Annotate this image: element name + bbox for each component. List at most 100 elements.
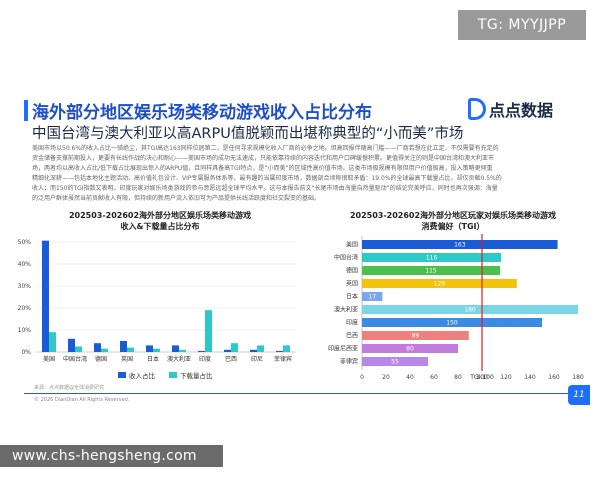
bar-revenue <box>250 349 257 352</box>
title-accent-bar <box>24 100 28 121</box>
x-tick-label: 160 <box>548 374 560 381</box>
data-label: 180 <box>464 307 476 314</box>
body-line: 收入；而150的TGI指数又表明，印度玩家对娱乐场类游戏的参与意愿远超全球平均水… <box>32 185 498 192</box>
y-tick-label: 美国 <box>346 241 358 249</box>
y-tick-label: 日本 <box>346 293 358 301</box>
y-tick-label: 菲律宾 <box>340 358 358 366</box>
footer-divider <box>24 393 580 394</box>
x-tick-label: 80 <box>454 374 462 381</box>
bar-downloads <box>205 310 212 352</box>
brand-logo: 点点数据 <box>468 96 553 122</box>
x-tick-label: 140 <box>524 374 536 381</box>
right-chart-title: 202503-202602海外部分地区玩家对娱乐场类移动游戏 消费偏好（TGI） <box>322 210 584 232</box>
x-tick-label: 印度 <box>199 355 211 363</box>
x-tick-label: 澳大利亚 <box>167 355 191 363</box>
data-label: 89 <box>412 333 420 340</box>
bar-revenue <box>94 343 101 352</box>
x-tick-label: 印尼 <box>251 356 263 363</box>
bar-downloads <box>283 345 290 352</box>
tgi-bar <box>362 331 469 340</box>
y-tick-label: 印度尼西亚 <box>328 345 358 353</box>
left-chart-title-line: 202503-202602海外部分地区娱乐场类移动游戏 <box>68 211 252 220</box>
data-label: 116 <box>426 255 438 262</box>
tgi-bar <box>362 357 428 366</box>
legend-label-downloads: 下载量占比 <box>180 372 213 380</box>
right-chart-title-line: 消费偏好（TGI） <box>421 222 485 231</box>
body-line: 资金储备支撑前期投入，更要有长线作战的决心和耐心——美国市场的成功无法速成，只能… <box>32 155 495 162</box>
x-tick-label: 40 <box>406 374 414 381</box>
body-line: 精细化深耕——包括本地化主题活动、高价值礼包设计、VIP专属服务体系等。最有趣的… <box>32 175 502 182</box>
tgi-bar <box>362 240 558 249</box>
tgi-bar <box>362 292 383 301</box>
x-tick-label: 120 <box>500 374 512 381</box>
x-tick-label: 菲律宾 <box>274 355 292 363</box>
y-tick-label: 50% <box>18 239 32 246</box>
right-chart-title-line: 202503-202602海外部分地区玩家对娱乐场类移动游戏 <box>349 211 557 220</box>
legend-swatch-downloads <box>169 372 177 378</box>
bar-revenue <box>198 350 205 352</box>
tgi-bar <box>362 253 502 262</box>
bar-revenue <box>146 345 153 352</box>
y-tick-label: 德国 <box>346 267 358 275</box>
reference-label: TGI:100 <box>469 374 494 381</box>
y-tick-label: 10% <box>18 327 32 334</box>
data-label: 55 <box>391 359 399 366</box>
tgi-bar <box>362 318 542 327</box>
bar-revenue <box>42 240 49 352</box>
body-line: 的泛用户群体虽然当前贡献收入有限，但持续的新用户流入依旧可为产品提供长线活跃度和… <box>32 195 321 202</box>
x-tick-label: 60 <box>430 374 438 381</box>
y-tick-label: 澳大利亚 <box>334 306 358 314</box>
page-subtitle: 中国台湾与澳大利亚以高ARPU值脱颖而出堪称典型的“小而美”市场 <box>32 126 464 142</box>
x-tick-label: 中国台湾 <box>63 355 87 363</box>
data-label: 115 <box>425 268 437 275</box>
watermark-url: www.chs-hengsheng.com <box>0 445 223 467</box>
y-tick-label: 印度 <box>346 319 358 327</box>
bar-downloads <box>257 345 264 352</box>
y-tick-label: 巴西 <box>346 333 358 340</box>
left-chart-title-line: 收入&下载量占比分布 <box>120 222 200 231</box>
source-note: 来源：点点数据@全球消费研究 <box>34 385 105 391</box>
body-paragraph: 美国市场以50.6%的收入占比一骑绝尘，其TGI高达163同样位居第二，是任何寻… <box>32 144 580 204</box>
x-tick-label: 英国 <box>121 355 133 363</box>
data-label: 17 <box>368 294 376 301</box>
x-tick-label: 日本 <box>147 355 159 363</box>
bar-revenue <box>276 350 283 352</box>
tgi-bar <box>362 344 458 353</box>
bar-revenue <box>68 338 75 352</box>
bar-downloads <box>153 348 160 352</box>
bar-revenue <box>172 345 179 352</box>
x-tick-label: 巴西 <box>225 356 237 363</box>
x-tick-label: 180 <box>572 374 584 381</box>
copyright: © 2026 DianDian All Rights Reserved. <box>34 397 130 403</box>
bar-downloads <box>101 348 108 352</box>
data-label: 150 <box>446 320 458 327</box>
y-tick-label: 20% <box>18 305 32 312</box>
x-tick-label: 0 <box>360 374 364 381</box>
data-label: 80 <box>406 346 414 353</box>
legend-swatch-revenue <box>118 372 126 378</box>
bar-revenue <box>224 349 231 352</box>
bar-downloads <box>127 347 134 352</box>
y-tick-label: 英国 <box>346 280 358 288</box>
x-tick-label: 美国 <box>43 355 55 363</box>
data-label: 129 <box>434 281 446 288</box>
tgi-bar <box>362 305 578 314</box>
y-tick-label: 中国台湾 <box>334 254 358 262</box>
bar-revenue <box>120 341 127 352</box>
page-number: 11 <box>568 385 590 405</box>
bar-downloads <box>231 343 238 352</box>
left-chart-title: 202503-202602海外部分地区娱乐场类移动游戏 收入&下载量占比分布 <box>40 210 280 232</box>
y-tick-label: 40% <box>18 261 32 268</box>
bar-downloads <box>179 349 186 352</box>
logo-text: 点点数据 <box>489 101 554 120</box>
y-tick-label: 30% <box>18 283 32 290</box>
logo-icon <box>468 98 486 120</box>
top-tag: TG: MYYJJPP <box>458 10 586 40</box>
body-line: 美国市场以50.6%的收入占比一骑绝尘，其TGI高达163同样位居第二，是任何寻… <box>32 145 499 152</box>
page-title: 海外部分地区娱乐场类移动游戏收入占比分布 <box>32 103 372 123</box>
x-tick-label: 德国 <box>95 355 107 363</box>
bar-downloads <box>75 346 82 352</box>
legend-label-revenue: 收入占比 <box>129 372 155 380</box>
data-label: 163 <box>454 242 466 249</box>
